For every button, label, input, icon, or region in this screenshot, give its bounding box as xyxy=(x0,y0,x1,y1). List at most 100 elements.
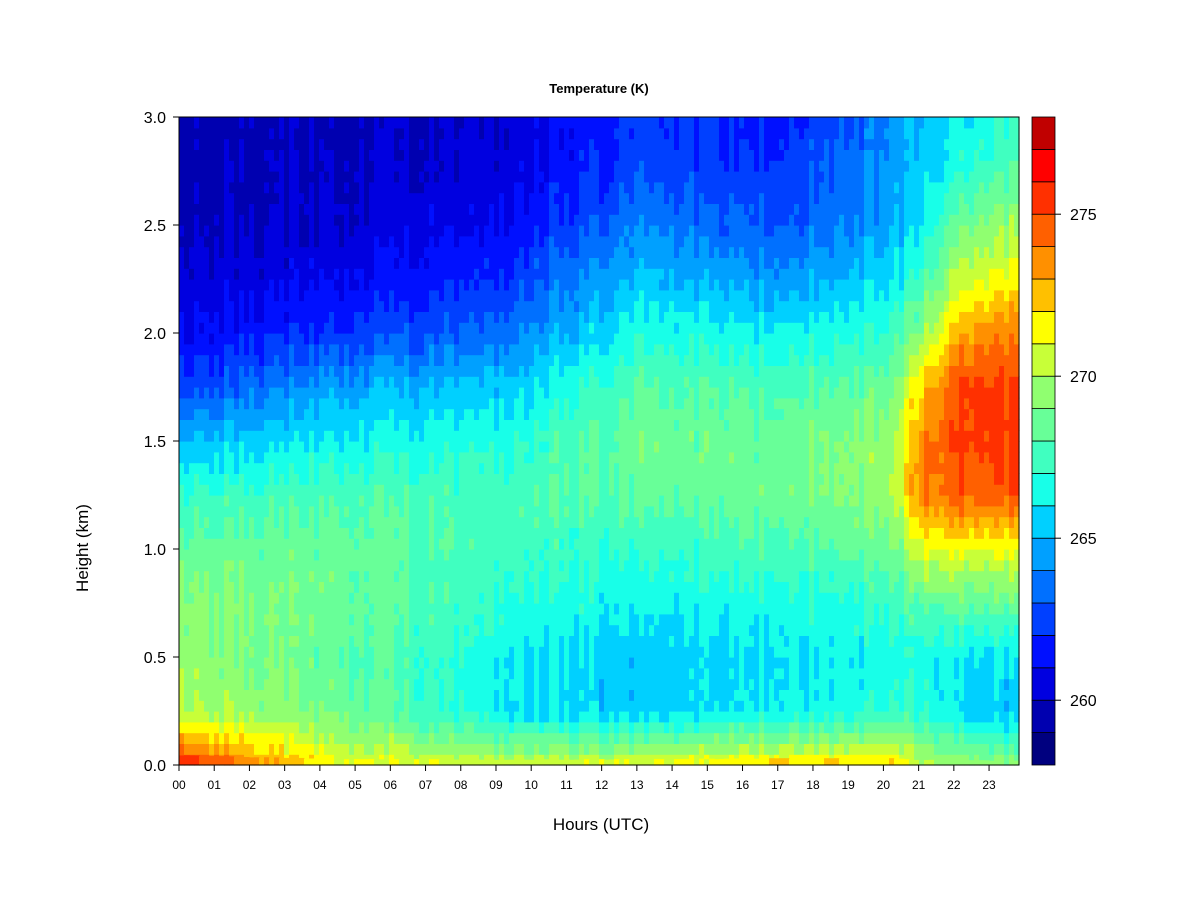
heatmap-cell xyxy=(579,235,585,248)
heatmap-cell xyxy=(514,732,520,744)
heatmap-cell xyxy=(499,246,505,258)
heatmap-cell xyxy=(239,127,245,140)
heatmap-cell xyxy=(519,711,525,723)
heatmap-cell xyxy=(519,192,525,204)
heatmap-cell xyxy=(189,732,195,744)
heatmap-cell xyxy=(464,657,470,669)
heatmap-cell xyxy=(379,408,385,420)
heatmap-cell xyxy=(229,322,235,334)
heatmap-cell xyxy=(224,300,230,312)
heatmap-cell xyxy=(579,138,585,150)
heatmap-cell xyxy=(574,473,580,485)
heatmap-cell xyxy=(384,376,390,388)
heatmap-cell xyxy=(369,387,375,399)
heatmap-cell xyxy=(249,711,255,723)
heatmap-cell xyxy=(494,127,500,140)
heatmap-cell xyxy=(409,592,415,604)
heatmap-cell xyxy=(444,430,450,442)
heatmap-cell xyxy=(319,538,325,550)
heatmap-cell xyxy=(179,225,185,237)
heatmap-cell xyxy=(549,117,555,129)
heatmap-cell xyxy=(414,300,420,312)
heatmap-cell xyxy=(194,451,200,464)
heatmap-cell xyxy=(279,387,285,399)
heatmap-cell xyxy=(584,149,590,161)
heatmap-cell xyxy=(299,268,305,280)
heatmap-cell xyxy=(429,711,435,723)
heatmap-cell xyxy=(239,160,245,172)
heatmap-cell xyxy=(454,462,460,474)
heatmap-cell xyxy=(259,549,265,561)
heatmap-cell xyxy=(344,333,350,345)
heatmap-cell xyxy=(229,624,235,636)
heatmap-cell xyxy=(304,549,310,561)
heatmap-cell xyxy=(299,700,305,712)
heatmap-cell xyxy=(359,603,365,615)
heatmap-cell xyxy=(439,721,445,734)
heatmap-cell xyxy=(574,549,580,561)
heatmap-cell xyxy=(519,376,525,388)
heatmap-cell xyxy=(299,171,305,183)
heatmap-cell xyxy=(389,397,395,410)
heatmap-cell xyxy=(504,538,510,550)
heatmap-cell xyxy=(354,646,360,658)
heatmap-cell xyxy=(279,322,285,334)
heatmap-cell xyxy=(514,149,520,161)
heatmap-cell xyxy=(454,354,460,366)
heatmap-cell xyxy=(394,192,400,204)
heatmap-cell xyxy=(199,149,205,161)
heatmap-cell xyxy=(499,300,505,312)
heatmap-cell xyxy=(494,279,500,291)
heatmap-cell xyxy=(224,559,230,572)
heatmap-cell xyxy=(359,430,365,442)
heatmap-cell xyxy=(559,214,565,226)
heatmap-cell xyxy=(469,138,475,150)
heatmap-cell xyxy=(479,343,485,356)
heatmap-cell xyxy=(384,279,390,291)
heatmap-cell xyxy=(514,581,520,593)
heatmap-cell xyxy=(429,549,435,561)
heatmap-cell xyxy=(389,343,395,356)
heatmap-cell xyxy=(394,678,400,690)
heatmap-cell xyxy=(219,495,225,507)
heatmap-cell xyxy=(364,624,370,636)
heatmap-cell xyxy=(469,300,475,312)
heatmap-cell xyxy=(284,516,290,528)
heatmap-cell xyxy=(364,495,370,507)
heatmap-cell xyxy=(314,181,320,194)
heatmap-cell xyxy=(514,689,520,701)
heatmap-cell xyxy=(429,451,435,464)
heatmap-cell xyxy=(209,635,215,647)
heatmap-cell xyxy=(309,365,315,377)
heatmap-cell xyxy=(529,635,535,647)
heatmap-cell xyxy=(334,570,340,582)
heatmap-cell xyxy=(289,289,295,302)
heatmap-cell xyxy=(469,592,475,604)
heatmap-cell xyxy=(219,570,225,582)
heatmap-cell xyxy=(304,430,310,442)
heatmap-cell xyxy=(589,646,595,658)
heatmap-cell xyxy=(304,678,310,690)
heatmap-cell xyxy=(589,538,595,550)
heatmap-cell xyxy=(544,279,550,291)
heatmap-cell xyxy=(239,117,245,129)
heatmap-cell xyxy=(384,160,390,172)
heatmap-cell xyxy=(539,397,545,410)
heatmap-cell xyxy=(214,527,220,539)
heatmap-cell xyxy=(519,484,525,496)
heatmap-cell xyxy=(264,527,270,539)
heatmap-cell xyxy=(269,516,275,528)
heatmap-cell xyxy=(229,268,235,280)
heatmap-cell xyxy=(589,354,595,366)
heatmap-cell xyxy=(289,279,295,291)
heatmap-cell xyxy=(299,624,305,636)
heatmap-cell xyxy=(314,192,320,204)
heatmap-cell xyxy=(414,387,420,399)
heatmap-cell xyxy=(439,225,445,237)
heatmap-cell xyxy=(179,127,185,140)
heatmap-cell xyxy=(344,235,350,248)
heatmap-cell xyxy=(274,203,280,215)
heatmap-cell xyxy=(244,732,250,744)
heatmap-cell xyxy=(219,613,225,626)
heatmap-cell xyxy=(354,300,360,312)
